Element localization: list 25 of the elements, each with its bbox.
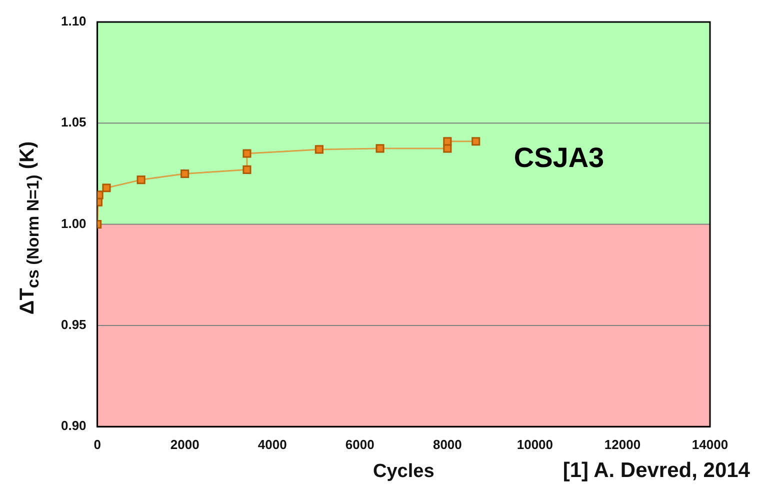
x-tick-label: 10000 bbox=[516, 436, 554, 452]
x-tick-label: 0 bbox=[94, 436, 101, 452]
point bbox=[242, 149, 252, 158]
point bbox=[180, 169, 190, 178]
point bbox=[443, 137, 452, 146]
point bbox=[136, 176, 146, 184]
y-tick-label: 1.00 bbox=[60, 216, 86, 231]
x-tick-label: 6000 bbox=[345, 436, 374, 452]
x-axis-title: Cycles bbox=[373, 460, 434, 482]
point bbox=[102, 184, 111, 192]
text: [1] A. Devred, 2014 bbox=[562, 459, 750, 483]
x-tick-label: 4000 bbox=[258, 436, 287, 452]
point bbox=[376, 144, 384, 153]
point bbox=[242, 165, 252, 174]
y-tick-label: 0.95 bbox=[60, 317, 86, 332]
y-tick-label: 0.90 bbox=[60, 418, 86, 434]
series-label: CSJA3 bbox=[514, 142, 604, 174]
x-tick-label: 8000 bbox=[432, 436, 462, 452]
point bbox=[472, 137, 480, 146]
y-tick-label: 1.05 bbox=[60, 114, 86, 130]
x-tick-label: 14000 bbox=[692, 436, 728, 452]
x-tick-label: 12000 bbox=[604, 436, 641, 452]
x-tick-label: 2000 bbox=[170, 436, 200, 452]
point bbox=[314, 145, 324, 154]
y-tick-label: 1.10 bbox=[60, 14, 86, 29]
